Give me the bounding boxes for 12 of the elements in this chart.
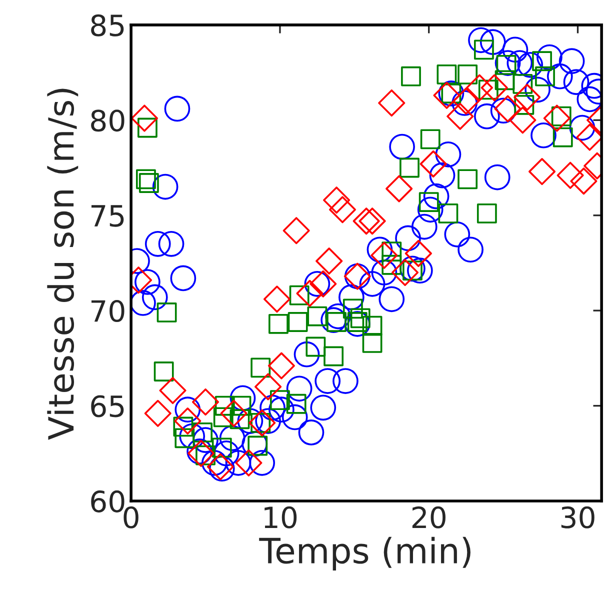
y-axis-title: Vitesse du son (m/s) — [47, 88, 78, 440]
y-tick-label: 85 — [91, 14, 124, 36]
x-axis-title: Temps (min) — [259, 536, 470, 570]
x-tick-label: 0 — [124, 506, 138, 528]
y-tick-label: 65 — [91, 395, 124, 418]
y-tick-label: 80 — [91, 110, 124, 132]
y-tick-label: 75 — [91, 205, 124, 227]
x-tick-label: 10 — [264, 506, 297, 528]
y-tick-label: 70 — [91, 300, 124, 322]
y-tick-label: 60 — [91, 490, 124, 512]
x-tick-label: 20 — [412, 506, 446, 528]
x-tick-label: 30 — [561, 506, 594, 528]
